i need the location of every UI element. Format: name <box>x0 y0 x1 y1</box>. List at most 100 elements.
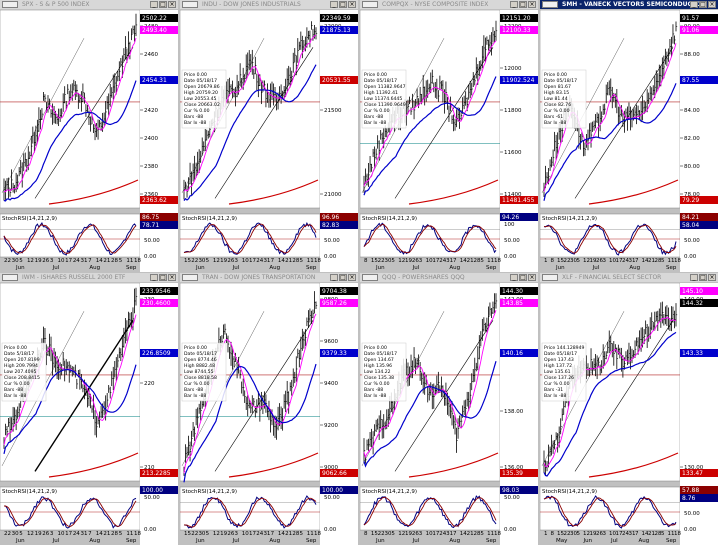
close-button[interactable]: × <box>528 1 536 8</box>
maximize-button[interactable]: □ <box>519 274 527 281</box>
price-label-text: 22349.59 <box>322 15 351 22</box>
window-title: XLF - FINANCIAL SELECT SECTOR <box>562 274 662 281</box>
x-day-label: 10 <box>426 531 433 537</box>
stoch-tick-label: 0.00 <box>684 527 697 533</box>
chart-canvas[interactable]: 142.00140.00138.00136.00144.30143.85140.… <box>360 283 538 545</box>
x-day-label: 10 <box>58 531 65 537</box>
minimize-button[interactable]: _ <box>330 1 338 8</box>
chart-canvas[interactable]: 122001200011800116001140012151.2012100.3… <box>360 10 538 272</box>
window-title-bar[interactable]: TRAN - DOW JONES TRANSPORTATION _ □ × <box>180 273 358 282</box>
minimize-button[interactable]: _ <box>690 274 698 281</box>
info-line: Bar Ix -88 <box>544 393 566 399</box>
ma-long-line <box>228 452 319 478</box>
maximize-button[interactable]: □ <box>339 1 347 8</box>
window-title-bar[interactable]: SMH - VANECK VECTORS SEMICONDUCTOR _ □ × <box>540 0 718 9</box>
stoch-pane[interactable] <box>360 213 501 258</box>
window-title-bar[interactable]: SPX - S & P 500 INDEX _ □ × <box>0 0 178 9</box>
stoch-d-line <box>543 496 677 527</box>
maximize-button[interactable]: □ <box>699 1 707 8</box>
trendline[interactable] <box>34 319 134 472</box>
trendline[interactable] <box>394 320 494 472</box>
stoch-pane[interactable] <box>540 213 681 258</box>
close-button[interactable]: × <box>708 274 716 281</box>
price-label-badge: 79.29 <box>680 196 718 204</box>
chart-window[interactable]: SPX - S & P 500 INDEX_□×2480246024402420… <box>0 0 178 272</box>
ma-mid-line <box>543 83 677 201</box>
window-title-bar[interactable]: XLF - FINANCIAL SELECT SECTOR _ □ × <box>540 273 718 282</box>
window-title-bar[interactable]: QQQ - POWERSHARES QQQ _ □ × <box>360 273 538 282</box>
stoch-label: StochRSI(14,21,2,9) <box>542 489 597 495</box>
chart-canvas[interactable]: 22000215002100022349.5921875.1320531.55P… <box>180 10 358 272</box>
chart-canvas[interactable]: 14 0.00 130.00 145.10 144.32 143.33 133.47 Pric… <box>540 283 718 545</box>
close-button[interactable]: × <box>708 1 716 8</box>
price-axis <box>500 10 538 272</box>
chart-window[interactable]: COMPQX - NYSE COMPOSITE INDEX_□×12200120… <box>360 0 538 272</box>
x-month-label: Aug <box>449 538 460 544</box>
price-label-badge: 22349.59 <box>320 14 358 22</box>
chart-canvas[interactable]: 230220210233.9546230.4600226.8509213.228… <box>0 283 178 545</box>
x-day-label: 15 <box>557 531 564 537</box>
trendline[interactable] <box>574 320 674 472</box>
chart-window[interactable]: XLF - FINANCIAL SELECT SECTOR_□×140.0013… <box>540 273 718 545</box>
info-line: High 137.72 <box>544 363 572 369</box>
x-day-label: 28 <box>292 531 299 537</box>
window-title-bar[interactable]: INDU - DOW JONES INDUSTRIALS _ □ × <box>180 0 358 9</box>
chart-window[interactable]: INDU - DOW JONES INDUSTRIALS_□×220002150… <box>180 0 358 272</box>
maximize-button[interactable]: □ <box>339 274 347 281</box>
stoch-value-badge: 100.00 <box>140 486 178 494</box>
window-title-bar[interactable]: IWM - ISHARES RUSSELL 2000 ETF _ □ × <box>0 273 178 282</box>
minimize-button[interactable]: _ <box>510 274 518 281</box>
stoch-pane[interactable] <box>360 486 501 531</box>
trendline[interactable] <box>34 47 134 199</box>
chart-window[interactable]: TRAN - DOW JONES TRANSPORTATION_□×980096… <box>180 273 358 545</box>
chart-canvas[interactable]: 90.0088.0086.0084.0082.0080.0078.0091.57… <box>540 10 718 272</box>
x-day-label: 7 <box>88 258 92 264</box>
maximize-button[interactable]: □ <box>159 1 167 8</box>
stoch-pane[interactable] <box>0 486 141 531</box>
window-title-bar[interactable]: COMPQX - NYSE COMPOSITE INDEX _ □ × <box>360 0 538 9</box>
minimize-button[interactable]: _ <box>510 1 518 8</box>
maximize-button[interactable]: □ <box>699 274 707 281</box>
price-label-text: 145.10 <box>682 288 703 295</box>
maximize-button[interactable]: □ <box>519 1 527 8</box>
minimize-button[interactable]: _ <box>150 1 158 8</box>
chart-window[interactable]: SMH - VANECK VECTORS SEMICONDUCTOR_□×90.… <box>540 0 718 272</box>
close-button[interactable]: × <box>528 274 536 281</box>
x-day-label: 11 <box>668 258 675 264</box>
chart-icon <box>182 1 198 8</box>
chart-canvas[interactable]: 24802460244024202400238023602502.222493.… <box>0 10 178 272</box>
close-button[interactable]: × <box>168 274 176 281</box>
x-day-label: 24 <box>439 531 446 537</box>
price-pane[interactable] <box>0 10 141 209</box>
minimize-button[interactable]: _ <box>150 274 158 281</box>
price-label-bg <box>500 26 538 34</box>
x-day-label: 18 <box>494 258 501 264</box>
info-line: Bars -31 <box>544 387 563 393</box>
x-month-label: Aug <box>449 265 460 271</box>
window-title: IWM - ISHARES RUSSELL 2000 ETF <box>22 274 126 281</box>
x-day-label: 28 <box>655 531 662 537</box>
chart-window[interactable]: QQQ - POWERSHARES QQQ_□×142.00140.00138.… <box>360 273 538 545</box>
price-axis <box>680 283 718 545</box>
stoch-tick-label: 50.00 <box>144 495 160 501</box>
trendline[interactable] <box>1 38 85 194</box>
minimize-button[interactable]: _ <box>690 1 698 8</box>
close-button[interactable]: × <box>348 1 356 8</box>
close-button[interactable]: × <box>348 274 356 281</box>
info-line: Open 81.67 <box>544 84 571 90</box>
chart-window[interactable]: IWM - ISHARES RUSSELL 2000 ETF _□× 2302202… <box>0 273 178 545</box>
minimize-button[interactable]: _ <box>330 274 338 281</box>
trendline[interactable] <box>214 320 314 472</box>
x-day-label: 10 <box>609 531 616 537</box>
price-label-badge: 145.10 <box>680 287 718 295</box>
x-day-label: 11 <box>126 531 133 537</box>
chart-canvas[interactable]: 980096009400920090009704.389587.269379.3… <box>180 283 358 545</box>
info-line: Close 135.38 <box>364 375 394 381</box>
maximize-button[interactable]: □ <box>159 274 167 281</box>
close-button[interactable]: × <box>168 1 176 8</box>
stoch-d-line <box>363 496 497 527</box>
x-day-label: 24 <box>622 531 629 537</box>
